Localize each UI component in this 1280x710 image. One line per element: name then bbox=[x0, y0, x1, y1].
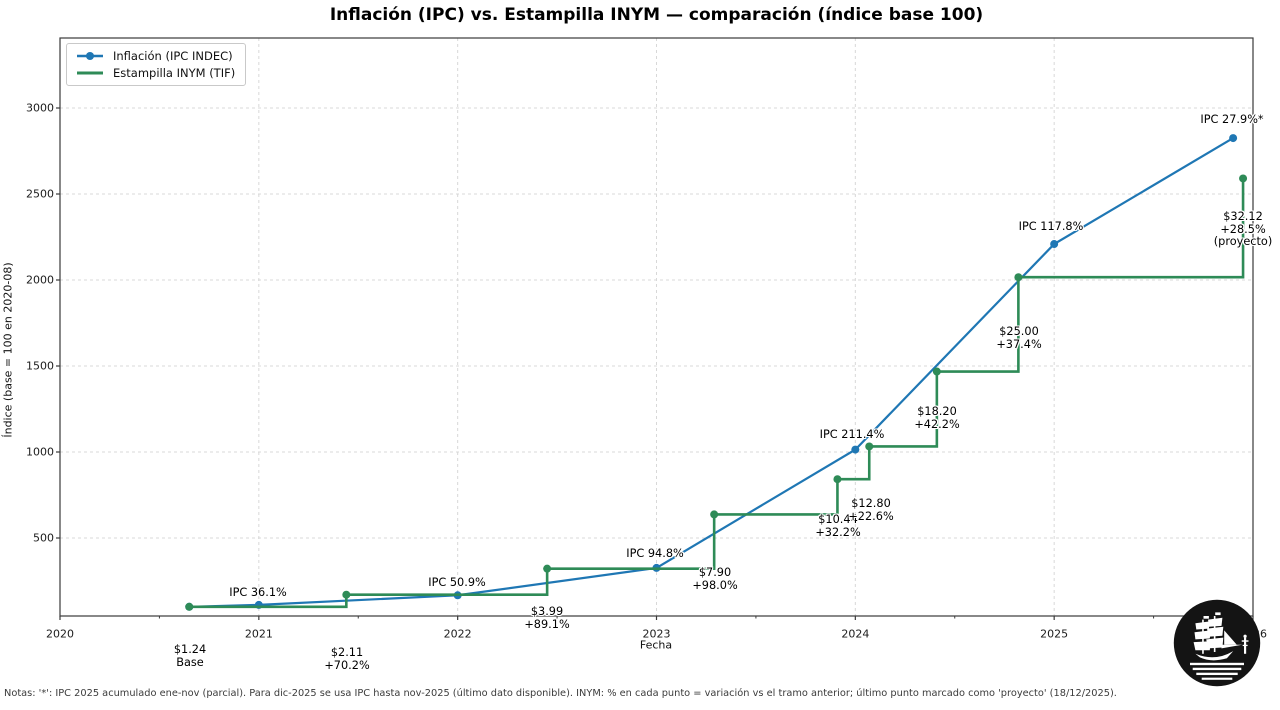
inym-annotation: +89.1% bbox=[524, 617, 570, 631]
inym-annotation: $3.99 bbox=[530, 604, 564, 618]
inym-point bbox=[710, 510, 719, 519]
footnote: Notas: '*': IPC 2025 acumulado ene-nov (… bbox=[4, 688, 1117, 699]
legend-label-inym: Estampilla INYM (TIF) bbox=[113, 66, 236, 80]
legend: Inflación (IPC INDEC) Estampilla INYM (T… bbox=[66, 43, 247, 86]
x-tick-label: 2023 bbox=[642, 627, 671, 641]
inym-point bbox=[932, 367, 941, 376]
sailing-ship-logo-icon bbox=[1173, 599, 1261, 687]
ipc-annotation: IPC 27.9%* bbox=[1200, 112, 1264, 126]
y-tick-label: 1500 bbox=[26, 359, 54, 373]
inym-annotation: (proyecto) bbox=[1213, 234, 1273, 248]
inym-annotation: $2.11 bbox=[330, 645, 364, 659]
inym-annotation: $18.20 bbox=[917, 404, 957, 418]
inym-point bbox=[1239, 174, 1248, 183]
inym-annotation: +37.4% bbox=[996, 337, 1042, 351]
y-tick-label: 2500 bbox=[26, 187, 54, 201]
inym-annotation: $32.12 bbox=[1223, 209, 1263, 223]
x-tick-label: 2020 bbox=[46, 627, 74, 641]
inym-annotation: +32.2% bbox=[815, 525, 861, 539]
inym-point bbox=[1014, 273, 1023, 282]
inym-annotation: +42.2% bbox=[914, 417, 960, 431]
ipc-point bbox=[1050, 240, 1059, 249]
y-tick-label: 1000 bbox=[26, 445, 54, 459]
inym-annotation: $25.00 bbox=[999, 324, 1039, 338]
ipc-annotation: IPC 211.4% bbox=[819, 427, 885, 441]
y-tick-label: 2000 bbox=[26, 273, 54, 287]
inym-annotation: +28.5% bbox=[1220, 222, 1266, 236]
y-tick-label: 500 bbox=[33, 531, 54, 545]
inym-annotation: $7.90 bbox=[698, 565, 732, 579]
legend-item-inym: Estampilla INYM (TIF) bbox=[75, 66, 235, 80]
ipc-line bbox=[189, 137, 1234, 608]
ipc-annotation: IPC 36.1% bbox=[229, 585, 287, 599]
ipc-annotation: IPC 117.8% bbox=[1018, 219, 1084, 233]
inym-step-line bbox=[189, 178, 1245, 609]
inym-point bbox=[185, 602, 194, 611]
legend-item-ipc: Inflación (IPC INDEC) bbox=[75, 49, 235, 63]
ipc-annotation: IPC 50.9% bbox=[428, 575, 486, 589]
inym-annotation: +98.0% bbox=[692, 578, 738, 592]
inym-point bbox=[833, 475, 842, 484]
x-axis-label: Fecha bbox=[639, 638, 673, 652]
x-tick-label: 2024 bbox=[841, 627, 870, 641]
inym-point bbox=[543, 564, 552, 573]
legend-label-ipc: Inflación (IPC INDEC) bbox=[113, 49, 233, 63]
ipc-annotation: IPC 94.8% bbox=[626, 546, 684, 560]
y-tick-label: 3000 bbox=[26, 101, 54, 115]
x-tick-label: 2022 bbox=[443, 627, 472, 641]
inym-annotation: +22.6% bbox=[848, 509, 894, 523]
inym-annotation: $12.80 bbox=[851, 496, 891, 510]
ipc-point bbox=[851, 445, 860, 454]
inym-annotation: Base bbox=[176, 655, 204, 669]
line-swatch-icon bbox=[77, 71, 103, 75]
ipc-point bbox=[1229, 134, 1238, 143]
inym-point bbox=[342, 590, 351, 599]
inym-annotation: $10.44 bbox=[818, 512, 858, 526]
line-marker-swatch-icon bbox=[77, 52, 103, 60]
chart-title: Inflación (IPC) vs. Estampilla INYM — co… bbox=[329, 5, 984, 25]
x-tick-label: 2025 bbox=[1040, 627, 1069, 641]
inym-annotation: $1.24 bbox=[173, 642, 207, 656]
inym-point bbox=[865, 442, 874, 451]
x-tick-label: 2021 bbox=[244, 627, 273, 641]
inym-annotation: +70.2% bbox=[324, 658, 370, 672]
y-axis-label: Índice (base = 100 en 2020-08) bbox=[1, 262, 15, 438]
